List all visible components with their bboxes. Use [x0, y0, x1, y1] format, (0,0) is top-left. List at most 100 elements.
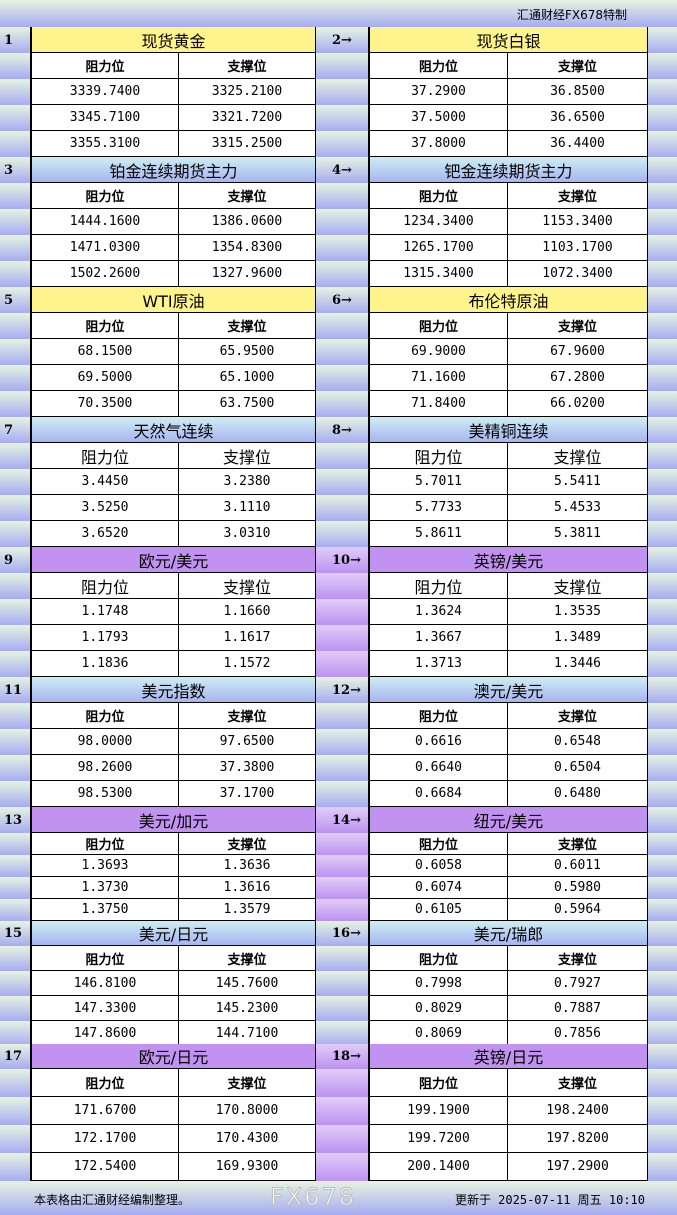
table-row: 1.3693 1.3636 0.6058 0.6011	[0, 855, 677, 877]
resistance-header: 阻力位	[30, 1069, 179, 1097]
resistance-value: 0.6105	[368, 899, 508, 921]
resistance-header: 阻力位	[30, 703, 179, 729]
resistance-value: 1.3713	[368, 651, 508, 677]
section-title-row: 15 美元/日元 16→ 美元/瑞郎	[0, 921, 677, 946]
support-value: 197.2900	[508, 1153, 648, 1181]
section-index: 6→	[332, 292, 352, 308]
resistance-value: 200.1400	[368, 1153, 508, 1181]
resistance-value: 0.8069	[368, 1021, 508, 1046]
resistance-value: 1.1748	[30, 599, 179, 625]
resistance-value: 1502.2600	[30, 261, 179, 287]
support-value: 67.2800	[508, 365, 648, 391]
section-title-row: 9 欧元/美元 10→ 英镑/美元	[0, 547, 677, 573]
gutter	[316, 807, 368, 833]
resistance-value: 1.3750	[30, 899, 179, 921]
resistance-value: 69.9000	[368, 339, 508, 365]
section-title-row: 17 欧元/日元 18→ 英镑/日元	[0, 1044, 677, 1069]
section-index: 1	[4, 32, 14, 48]
table-row: 98.2600 37.3800 0.6640 0.6504	[0, 755, 677, 781]
section-index: 4→	[332, 162, 352, 178]
resistance-value: 1.1836	[30, 651, 179, 677]
support-value: 0.7887	[508, 996, 648, 1021]
table-row: 1471.0300 1354.8300 1265.1700 1103.1700	[0, 235, 677, 261]
support-header: 支撑位	[179, 946, 316, 971]
support-value: 65.1000	[179, 365, 316, 391]
section-title: 美元/加元	[30, 807, 316, 833]
resistance-value: 5.7011	[368, 469, 508, 495]
support-value: 0.6504	[508, 755, 648, 781]
table-row: 147.3300 145.2300 0.8029 0.7887	[0, 996, 677, 1021]
resistance-header: 阻力位	[368, 833, 508, 855]
support-value: 36.6500	[508, 105, 648, 131]
resistance-value: 147.3300	[30, 996, 179, 1021]
column-header-row: 阻力位 支撑位 阻力位 支撑位	[0, 313, 677, 339]
resistance-header: 阻力位	[30, 313, 179, 339]
support-value: 1386.0600	[179, 209, 316, 235]
support-header: 支撑位	[508, 443, 648, 469]
support-value: 0.7927	[508, 971, 648, 996]
support-value: 5.5411	[508, 469, 648, 495]
resistance-value: 0.6640	[368, 755, 508, 781]
support-value: 1354.8300	[179, 235, 316, 261]
section-title-row: 11 美元指数 12→ 澳元/美元	[0, 677, 677, 703]
resistance-value: 1.3730	[30, 877, 179, 899]
gutter	[316, 855, 368, 877]
table-row: 1.3750 1.3579 0.6105 0.5964	[0, 899, 677, 921]
support-value: 1072.3400	[508, 261, 648, 287]
table-row: 147.8600 144.7100 0.8069 0.7856	[0, 1021, 677, 1046]
resistance-value: 0.6616	[368, 729, 508, 755]
resistance-value: 3.6520	[30, 521, 179, 547]
table-row: 146.8100 145.7600 0.7998 0.7927	[0, 971, 677, 996]
table-row: 70.3500 63.7500 71.8400 66.0200	[0, 391, 677, 417]
support-value: 145.7600	[179, 971, 316, 996]
section-title: 天然气连续	[30, 417, 316, 443]
support-header: 支撑位	[179, 703, 316, 729]
resistance-value: 69.5000	[30, 365, 179, 391]
support-value: 0.6011	[508, 855, 648, 877]
support-header: 支撑位	[508, 313, 648, 339]
support-value: 170.8000	[179, 1097, 316, 1125]
support-value: 1.1617	[179, 625, 316, 651]
support-value: 3325.2100	[179, 79, 316, 105]
resistance-value: 37.5000	[368, 105, 508, 131]
section-index: 8→	[332, 422, 352, 438]
resistance-header: 阻力位	[368, 573, 508, 599]
section-title: 欧元/日元	[30, 1044, 316, 1069]
section-index: 15	[4, 926, 23, 941]
section-index: 3	[4, 162, 14, 178]
section-index: 2→	[332, 32, 352, 48]
resistance-value: 0.6058	[368, 855, 508, 877]
gutter	[316, 1097, 368, 1125]
gutter	[316, 651, 368, 677]
section-title-row: 7 天然气连续 8→ 美精铜连续	[0, 417, 677, 443]
section-title: 澳元/美元	[368, 677, 648, 703]
section-title: 现货黄金	[30, 27, 316, 53]
resistance-value: 171.6700	[30, 1097, 179, 1125]
watermark-logo: FX678	[269, 1183, 357, 1212]
section-title: 现货白银	[368, 27, 648, 53]
resistance-header: 阻力位	[368, 703, 508, 729]
table-row: 3339.7400 3325.2100 37.2900 36.8500	[0, 79, 677, 105]
resistance-value: 98.0000	[30, 729, 179, 755]
support-header: 支撑位	[179, 1069, 316, 1097]
support-value: 3.1110	[179, 495, 316, 521]
top-bar: 汇通财经FX678特制	[0, 0, 677, 27]
resistance-header: 阻力位	[30, 573, 179, 599]
support-value: 5.4533	[508, 495, 648, 521]
table-row: 3.4450 3.2380 5.7011 5.5411	[0, 469, 677, 495]
resistance-value: 98.5300	[30, 781, 179, 807]
support-header: 支撑位	[508, 833, 648, 855]
support-value: 67.9600	[508, 339, 648, 365]
section-index: 5	[4, 292, 14, 308]
section-index: 10→	[332, 552, 361, 568]
support-value: 0.6480	[508, 781, 648, 807]
resistance-value: 3.4450	[30, 469, 179, 495]
section-title: 美元指数	[30, 677, 316, 703]
resistance-value: 5.7733	[368, 495, 508, 521]
brand-label: 汇通财经FX678特制	[516, 8, 627, 22]
resistance-value: 146.8100	[30, 971, 179, 996]
resistance-value: 37.2900	[368, 79, 508, 105]
gutter	[316, 599, 368, 625]
table-row: 3.5250 3.1110 5.7733 5.4533	[0, 495, 677, 521]
support-value: 1103.1700	[508, 235, 648, 261]
